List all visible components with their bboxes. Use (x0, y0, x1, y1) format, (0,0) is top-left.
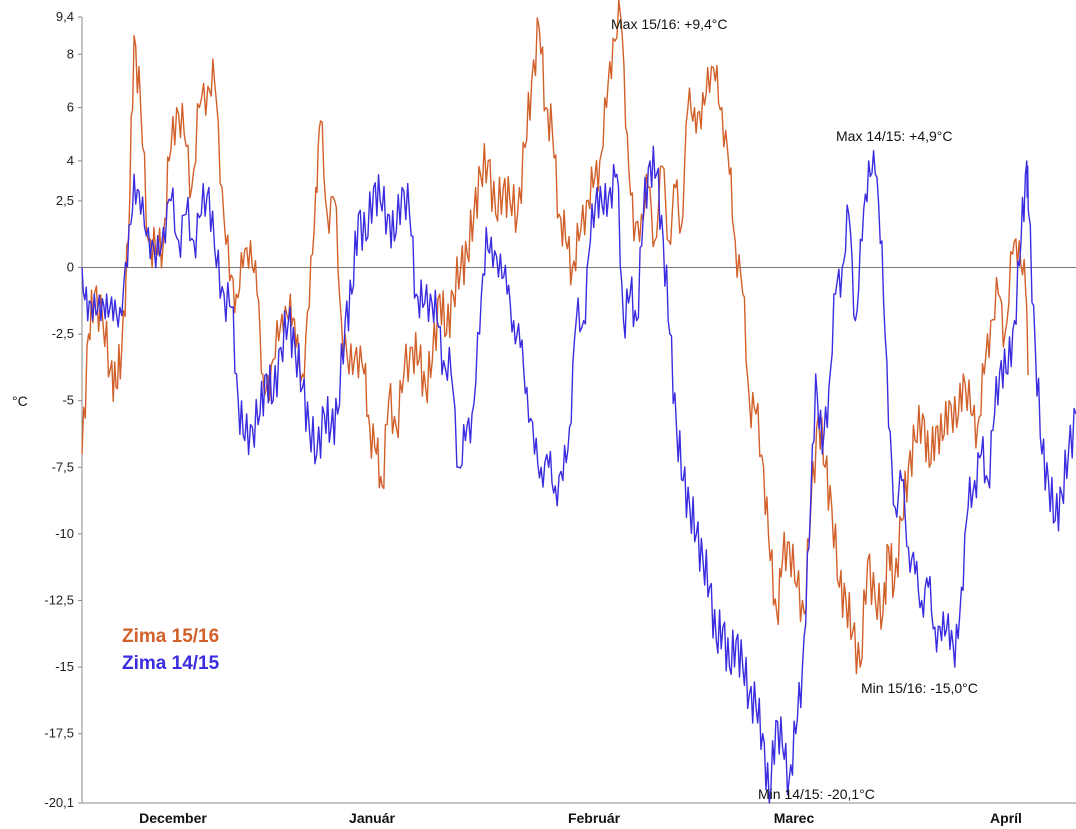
legend-item-zima-15-16: Zima 15/16 (122, 626, 219, 647)
annotation-label: Max 15/16: +9,4°C (611, 16, 728, 32)
y-tick-label: -10 (55, 526, 74, 541)
annotation-label: Min 15/16: -15,0°C (861, 680, 978, 696)
y-tick-label: 9,4 (56, 9, 74, 24)
x-month-label: Marec (774, 810, 815, 826)
y-axis: 9,4 8 6 4 2,5 0 -2,5 -5 -7,5 -10 -12,5 -15 -17,5 -20,… (44, 9, 82, 810)
y-tick-label: 8 (67, 46, 74, 61)
annotation-label: Min 14/15: -20,1°C (758, 786, 875, 802)
y-tick-label: -7,5 (52, 459, 74, 474)
y-tick-label: -5 (62, 393, 74, 408)
y-tick-label: -12,5 (44, 593, 74, 608)
y-tick-label: -17,5 (44, 726, 74, 741)
y-tick-label: -20,1 (44, 795, 74, 810)
x-axis-months: December Január Február Marec Apríl (139, 810, 1022, 826)
annotations: Max 15/16: +9,4°C Max 14/15: +4,9°C Min 15… (611, 16, 978, 802)
x-month-label: Apríl (990, 810, 1022, 826)
legend-item-zima-14-15: Zima 14/15 (122, 653, 220, 674)
x-month-label: December (139, 810, 207, 826)
annotation-label: Max 14/15: +4,9°C (836, 128, 953, 144)
series-line-zima-14-15 (81, 145, 1076, 804)
x-month-label: Február (568, 810, 621, 826)
y-tick-label: 2,5 (56, 193, 74, 208)
y-tick-label: 0 (67, 259, 74, 274)
y-tick-label: 6 (67, 100, 74, 115)
y-axis-label: °C (12, 393, 28, 409)
series-group (81, 0, 1076, 804)
y-tick-label: -15 (55, 659, 74, 674)
y-tick-label: 4 (67, 153, 74, 168)
x-month-label: Január (349, 810, 395, 826)
series-line-zima-15-16 (81, 0, 1030, 675)
y-tick-label: -2,5 (52, 326, 74, 341)
